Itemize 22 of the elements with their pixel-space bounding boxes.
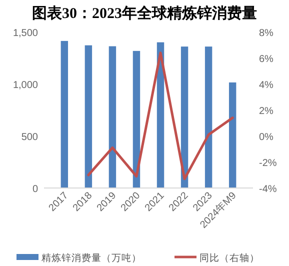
- bar: [108, 46, 116, 188]
- y2-tick-label: 8%: [259, 28, 274, 39]
- bar: [84, 45, 92, 188]
- y-tick-label: 1,500: [12, 28, 38, 39]
- y2-tick-label: 6%: [259, 54, 274, 65]
- y2-tick-label: 4%: [259, 80, 274, 91]
- y-tick-label: 1,000: [12, 80, 38, 91]
- bar: [228, 82, 236, 188]
- bar: [204, 46, 212, 188]
- legend-label: 精炼锌消费量（万吨）: [42, 252, 142, 264]
- legend-label: 同比（右轴）: [200, 252, 260, 264]
- y2-tick-label: 2%: [259, 106, 274, 117]
- line-series: [87, 52, 234, 180]
- bar: [132, 50, 140, 188]
- bar: [60, 40, 68, 188]
- y-tick-label: 500: [21, 132, 38, 143]
- y2-tick-label: 0%: [259, 132, 274, 143]
- y-tick-label: 0: [32, 184, 38, 195]
- bar: [180, 46, 188, 188]
- chart-title: 图表30：2023年全球精炼锌消费量: [32, 5, 257, 22]
- y2-tick-label: -4%: [259, 184, 277, 195]
- y2-tick-label: -2%: [259, 158, 277, 169]
